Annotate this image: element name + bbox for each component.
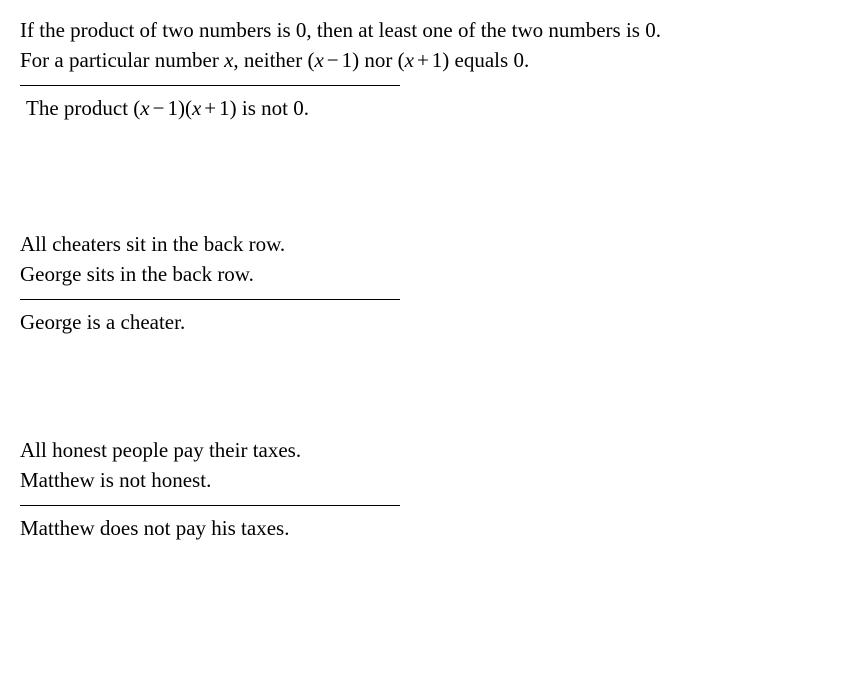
argument-block: If the product of two numbers is 0, then… <box>20 16 822 122</box>
premise-text: All honest people pay their taxes. <box>20 436 822 464</box>
argument-divider <box>20 299 400 300</box>
arguments-container: If the product of two numbers is 0, then… <box>20 16 822 542</box>
conclusion-text: The product (x−1)(x+1) is not 0. <box>20 94 822 122</box>
premise-text: Matthew is not honest. <box>20 466 822 494</box>
argument-block: All cheaters sit in the back row.George … <box>20 230 822 336</box>
conclusion-text: George is a cheater. <box>20 308 822 336</box>
conclusion-text: Matthew does not pay his taxes. <box>20 514 822 542</box>
premise-text: All cheaters sit in the back row. <box>20 230 822 258</box>
premise-text: George sits in the back row. <box>20 260 822 288</box>
premise-text: For a particular number x, neither (x−1)… <box>20 46 822 74</box>
argument-divider <box>20 505 400 506</box>
argument-divider <box>20 85 400 86</box>
premise-text: If the product of two numbers is 0, then… <box>20 16 822 44</box>
argument-block: All honest people pay their taxes.Matthe… <box>20 436 822 542</box>
